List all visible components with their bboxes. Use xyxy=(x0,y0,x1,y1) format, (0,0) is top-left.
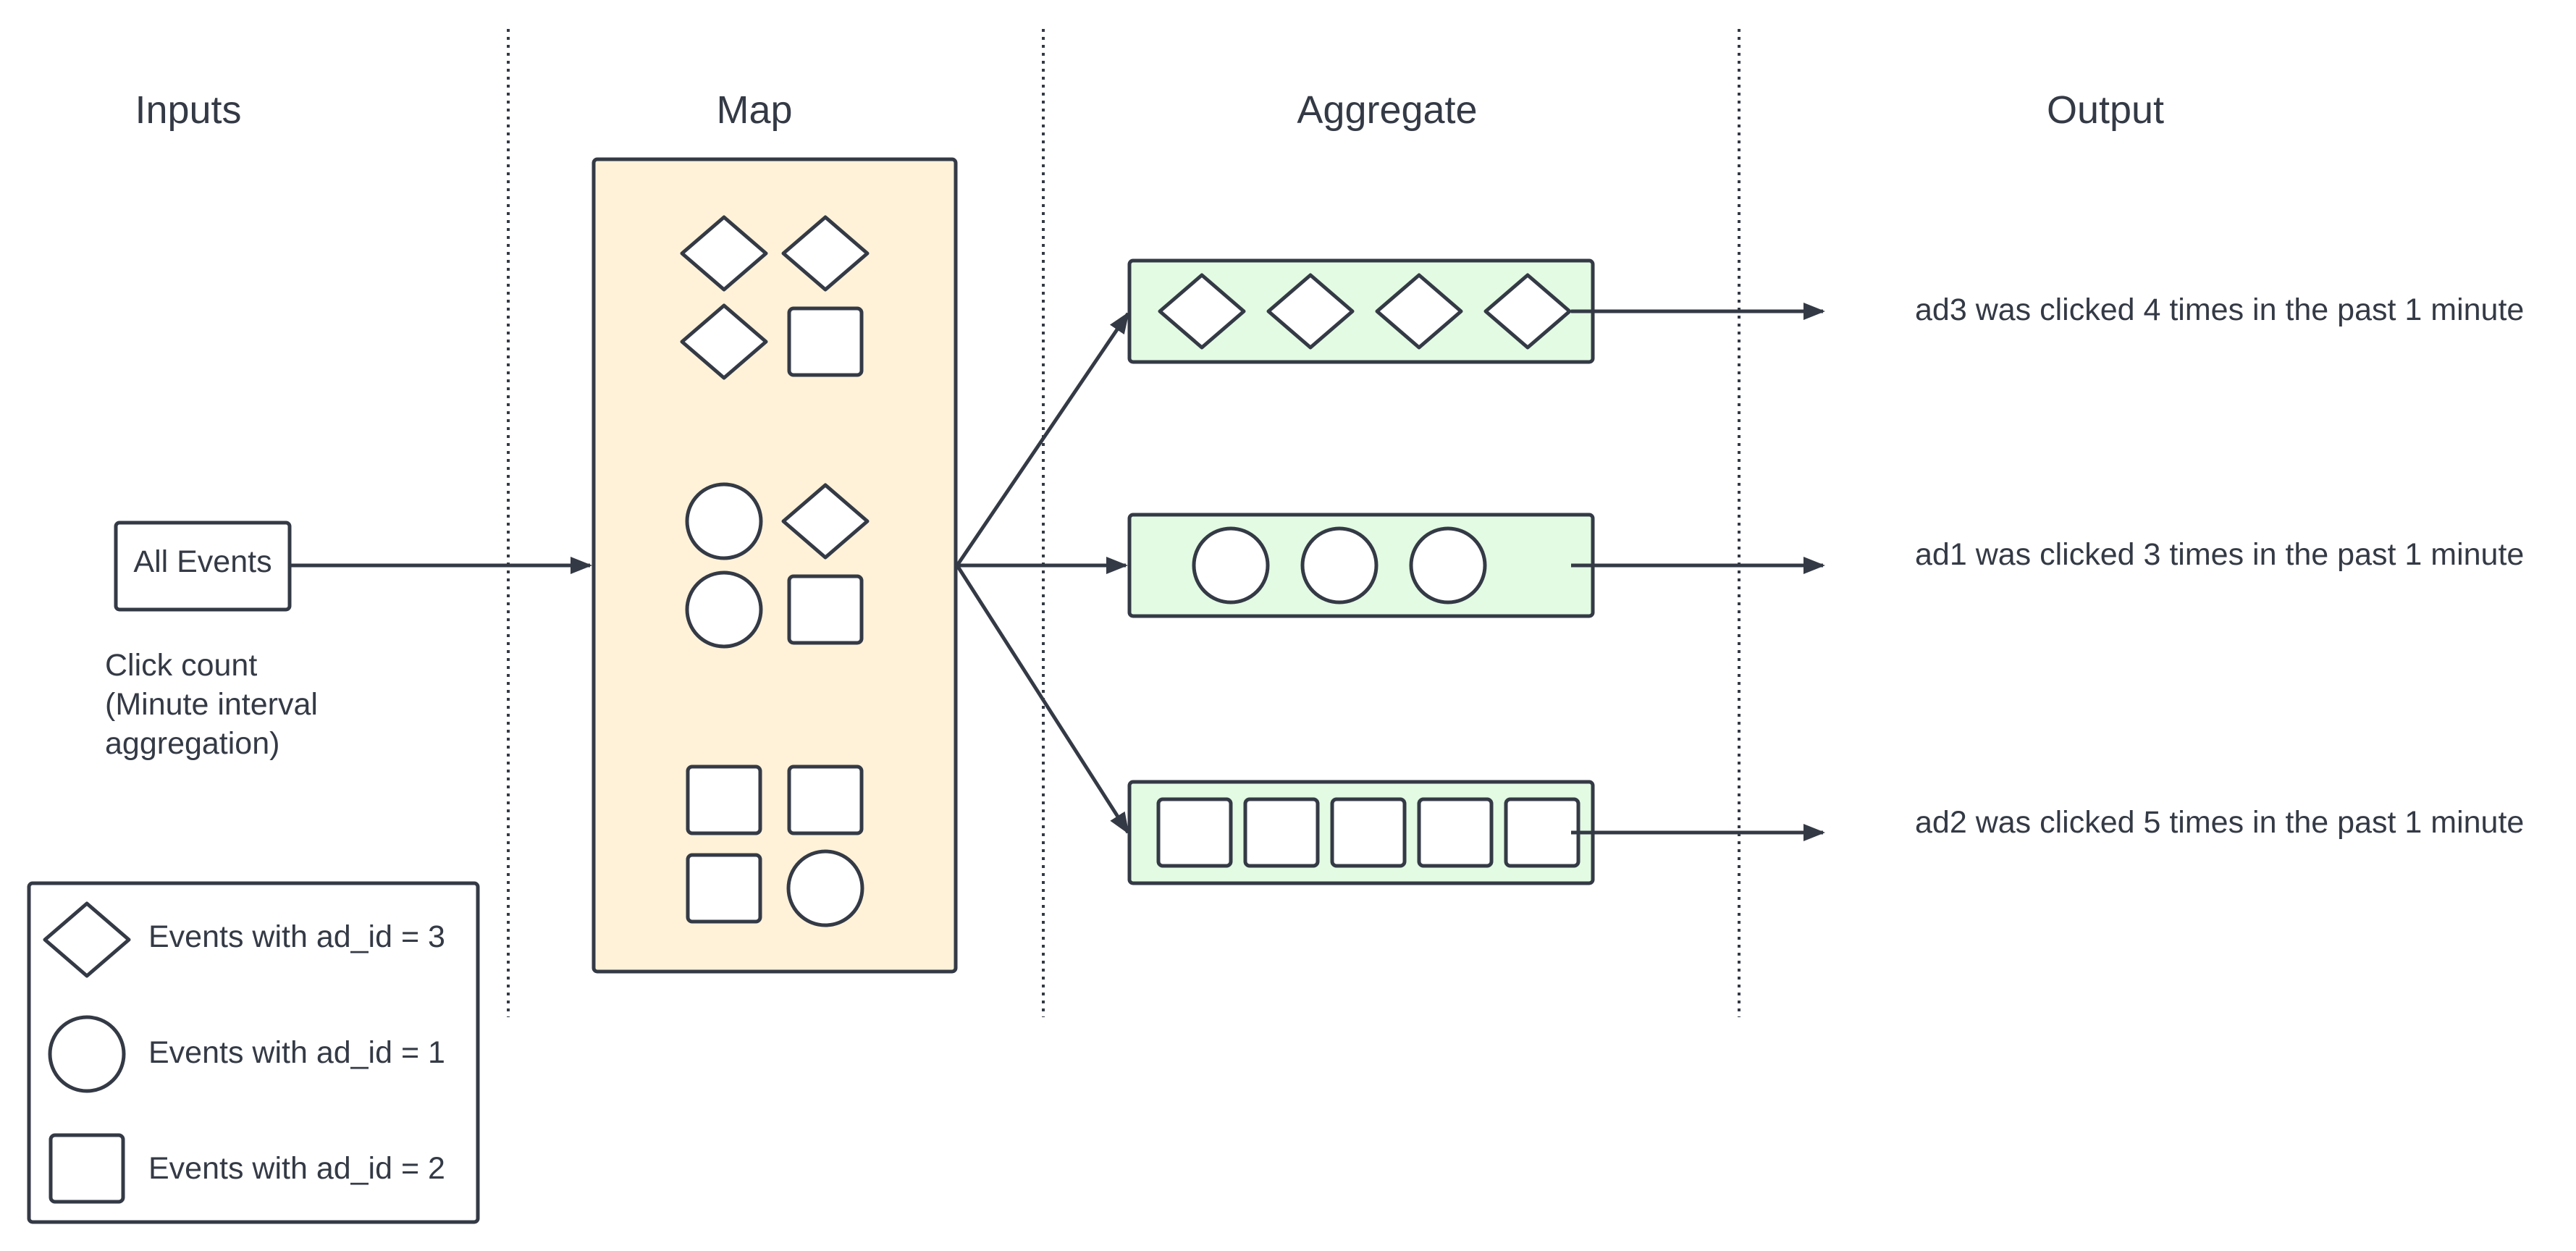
map-square-icon xyxy=(686,853,762,924)
map-circle-icon xyxy=(786,849,864,927)
aggregate-diamond-icon xyxy=(1158,273,1246,350)
aggregate-circle-icon xyxy=(1192,526,1270,605)
aggregate-diamond-icon xyxy=(1375,273,1463,350)
map-diamond-icon xyxy=(781,483,870,560)
legend-label-2: Events with ad_id = 1 xyxy=(148,1035,445,1070)
map-circle-icon xyxy=(685,482,763,560)
map-circle-icon xyxy=(685,570,763,649)
legend-circle-icon xyxy=(48,1015,126,1093)
map-box xyxy=(592,157,958,974)
aggregate-square-icon xyxy=(1417,797,1494,868)
map-square-icon xyxy=(787,306,864,377)
aggregate-diamond-icon xyxy=(1266,273,1355,350)
header-aggregate: Aggregate xyxy=(1297,88,1477,132)
output-text-3: ad2 was clicked 5 times in the past 1 mi… xyxy=(1915,805,2524,840)
all-events-label: All Events xyxy=(133,544,272,579)
caption-line-2: (Minute interval xyxy=(105,687,318,722)
map-event-groups xyxy=(680,215,870,927)
header-output: Output xyxy=(2047,88,2164,132)
map-diamond-icon xyxy=(781,215,870,292)
aggregate-square-icon xyxy=(1243,797,1320,868)
map-square-icon xyxy=(686,764,762,835)
aggregate-diamond-icon xyxy=(1483,273,1572,350)
header-map: Map xyxy=(716,88,792,132)
arrow-map-to-aggregate-1 xyxy=(955,311,1130,567)
caption-line-1: Click count xyxy=(105,648,257,683)
aggregate-square-icon xyxy=(1330,797,1407,868)
legend-shapes xyxy=(43,901,131,1204)
legend-square-icon xyxy=(49,1133,125,1204)
aggregate-square-icon xyxy=(1156,797,1233,868)
input-caption: Click count (Minute interval aggregation… xyxy=(105,648,318,761)
aggregate-rows xyxy=(1127,258,1825,885)
map-diamond-icon xyxy=(680,215,768,292)
arrow-map-to-aggregate-3 xyxy=(955,564,1130,835)
aggregate-circle-icon xyxy=(1409,526,1487,605)
output-lines: ad3 was clicked 4 times in the past 1 mi… xyxy=(1915,292,2524,840)
aggregate-square-icon xyxy=(1504,797,1580,868)
map-square-icon xyxy=(787,574,864,645)
map-diamond-icon xyxy=(680,303,768,380)
output-text-1: ad3 was clicked 4 times in the past 1 mi… xyxy=(1915,292,2524,327)
aggregate-circle-icon xyxy=(1300,526,1379,605)
map-square-icon xyxy=(787,764,864,835)
legend-diamond-icon xyxy=(43,901,131,978)
caption-line-3: aggregation) xyxy=(105,726,279,761)
legend-label-1: Events with ad_id = 3 xyxy=(148,919,445,954)
legend-box xyxy=(27,881,480,1224)
output-text-2: ad1 was clicked 3 times in the past 1 mi… xyxy=(1915,537,2524,572)
header-inputs: Inputs xyxy=(135,88,241,132)
legend-label-3: Events with ad_id = 2 xyxy=(148,1151,445,1186)
